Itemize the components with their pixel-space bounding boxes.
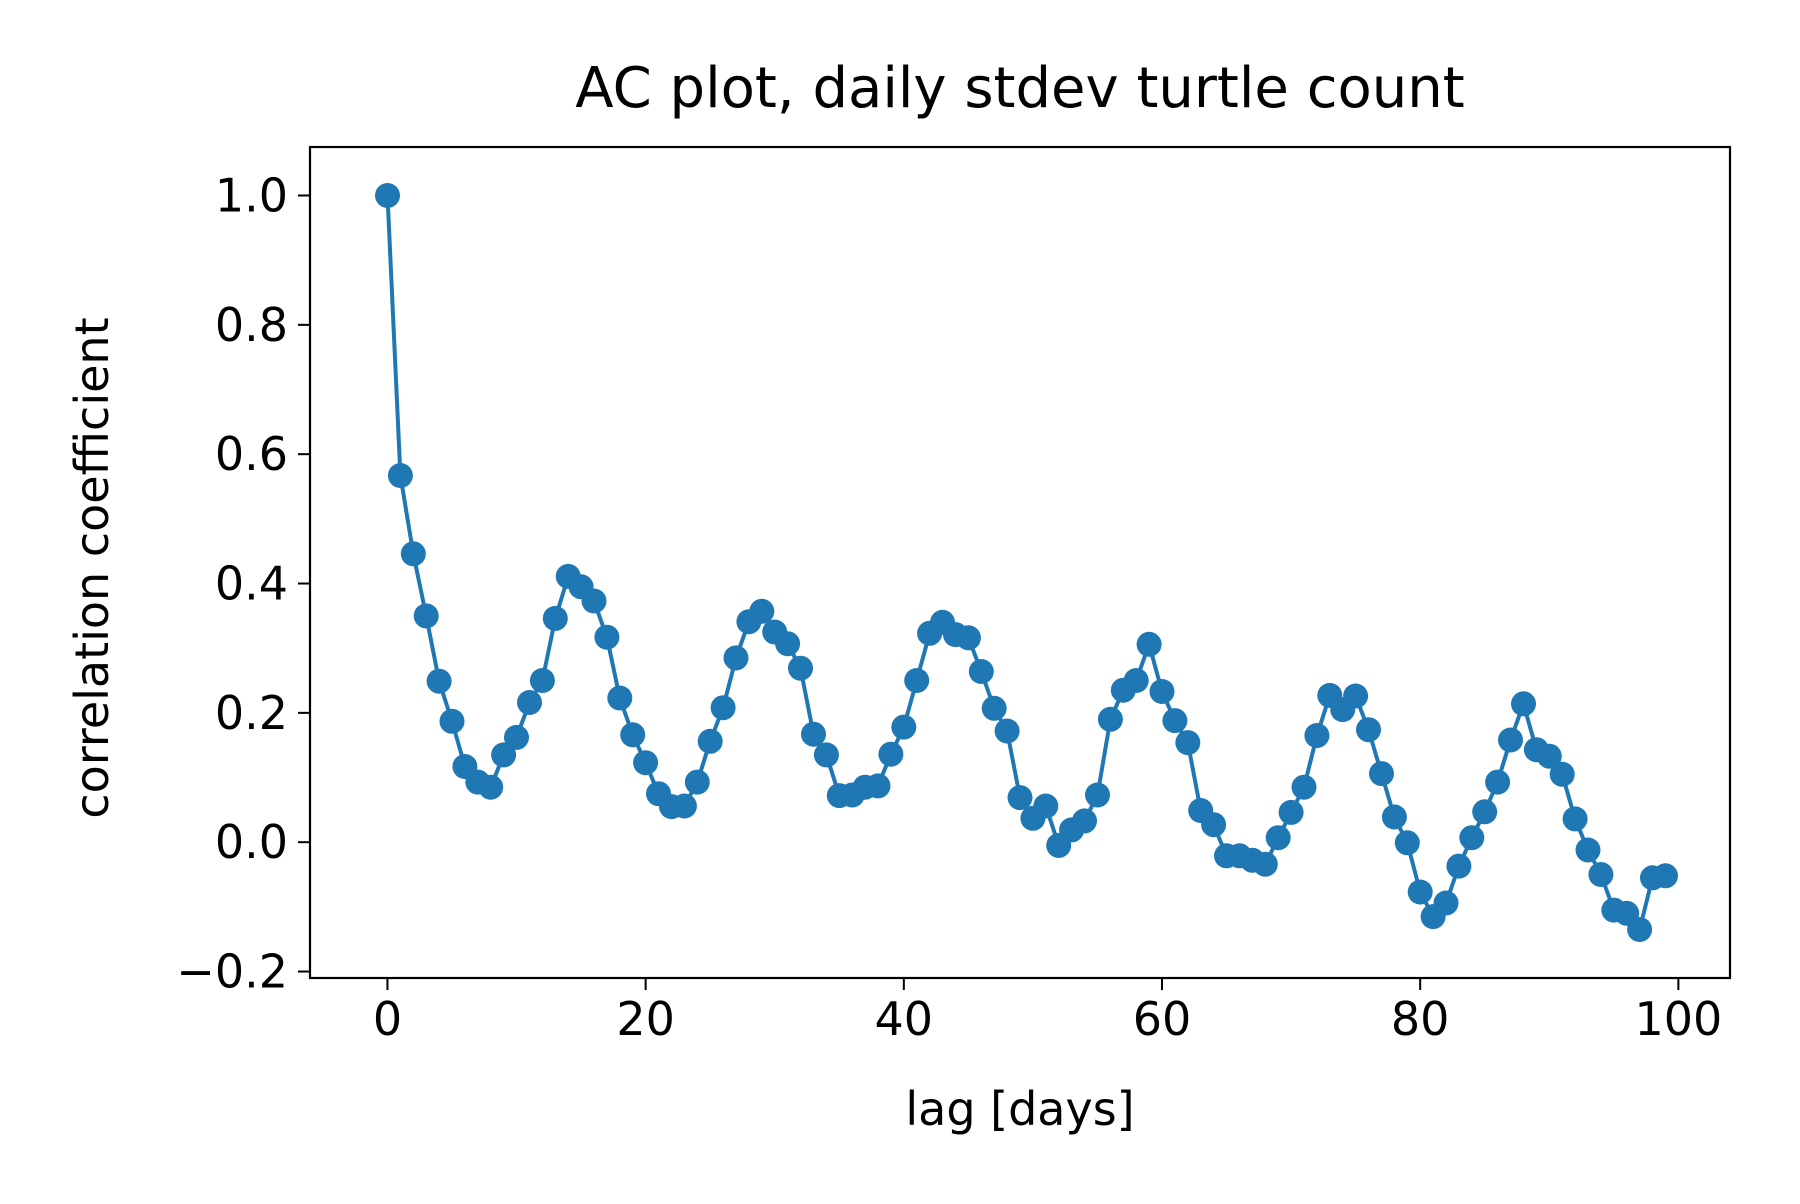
data-point [1485,769,1511,795]
data-point [1575,837,1601,863]
data-point [1356,717,1381,743]
data-point [1446,853,1472,879]
data-point [620,722,646,748]
data-point [968,659,994,684]
data-point [1278,799,1304,825]
data-point [1381,804,1407,830]
data-point [400,541,426,567]
data-point [1033,793,1059,819]
data-point [581,588,607,614]
data-point [1149,679,1175,704]
data-point [1433,890,1459,916]
data-point [491,742,517,768]
data-point [517,690,542,715]
data-point [684,769,710,795]
data-point [478,774,504,800]
data-point [426,668,452,694]
data-point [439,708,465,734]
data-point [775,631,801,657]
data-point [1549,761,1575,787]
y-tick-label: 0.4 [215,557,288,611]
data-point [955,625,981,651]
data-point [633,750,659,776]
plot-area: 0 20 40 60 80 100 −0.2 0.0 0.2 0.4 0.6 0.8 1.0 [176,145,1732,1046]
data-point [1394,830,1420,856]
y-tick-label: 1.0 [215,169,288,223]
x-tick-label: 40 [875,992,934,1046]
data-point [1562,806,1588,832]
y-tick-label: 0.6 [215,427,288,481]
chart-title: AC plot, daily stdev turtle count [575,56,1464,121]
data-point [1175,730,1201,756]
data-point [1459,825,1485,851]
data-point [1097,706,1123,732]
y-tick-label: 0.2 [215,686,288,740]
data-point [1136,631,1162,657]
x-tick-label: 80 [1391,992,1450,1046]
x-axis-label: lag [days] [905,1082,1134,1136]
data-point [878,741,904,767]
data-point [594,624,620,650]
data-point [671,793,697,819]
data-point [813,742,839,768]
data-point [387,463,413,488]
axes-frame [308,145,1732,980]
data-point [749,598,775,624]
data-point [607,685,633,711]
data-point [1007,785,1033,811]
data-point [697,728,723,754]
data-point [375,183,400,208]
data-point [1201,812,1227,838]
x-tick-label: 100 [1634,992,1722,1046]
x-tick-label: 0 [373,992,402,1046]
data-point [1369,761,1394,787]
data-point [1536,743,1562,769]
data-point [891,714,917,740]
data-point [723,645,749,671]
data-point [1085,782,1110,808]
y-axis-label: correlation coefficient [65,317,119,818]
data-point [1291,774,1317,800]
data-point [1304,723,1330,748]
data-point [1588,862,1614,887]
data-point [542,605,568,631]
data-point [1653,863,1678,889]
data-point [1162,708,1188,734]
data-point [1627,917,1653,942]
y-tick-label: −0.2 [176,945,288,999]
data-point [865,773,891,799]
data-point [788,655,813,681]
x-tick-label: 20 [616,992,675,1046]
data-point [710,695,736,721]
y-tick-label: 0.0 [215,815,288,869]
data-point [1472,799,1498,825]
data-point [413,603,439,629]
data-point [801,721,826,747]
data-point [529,668,555,693]
data-point [504,724,529,750]
y-tick-label: 0.8 [215,298,288,352]
data-point [1343,683,1369,709]
data-point [1511,691,1536,717]
data-point [1123,668,1149,693]
data-point [1498,727,1523,753]
data-point [1252,851,1278,877]
data-point [1265,825,1291,851]
data-point [994,718,1020,744]
data-point [904,668,930,693]
data-point [1072,808,1097,834]
x-tick-label: 60 [1133,992,1192,1046]
data-point [1407,879,1433,905]
data-point [981,695,1007,721]
